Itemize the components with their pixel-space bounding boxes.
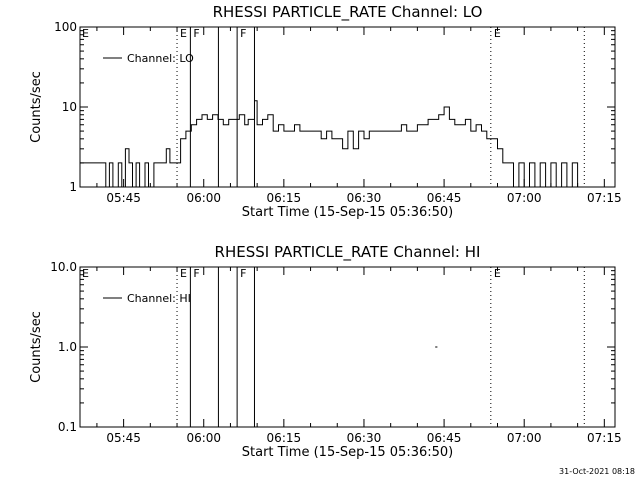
panel-lo: RHESSI PARTICLE_RATE Channel: LO 1 10 100 05… xyxy=(29,3,622,220)
x-tick-label: 06:45 xyxy=(427,191,462,205)
flag-marker-label: F xyxy=(240,267,246,280)
y-tick-label: 10.0 xyxy=(50,260,77,274)
x-axis-label: Start Time (15-Sep-15 05:36:50) xyxy=(242,445,453,460)
x-axis-label: Start Time (15-Sep-15 05:36:50) xyxy=(242,205,453,220)
flag-marker-label: F xyxy=(193,27,199,40)
x-tick-label: 07:15 xyxy=(587,431,622,445)
flag-marker-label: E xyxy=(180,267,187,280)
x-tick-label: 05:45 xyxy=(106,431,141,445)
x-tick-label: 06:15 xyxy=(267,191,302,205)
y-axis-label: Counts/sec xyxy=(29,71,44,143)
legend-label: Channel: LO xyxy=(127,52,194,65)
y-axis-label: Counts/sec xyxy=(29,311,44,383)
flag-marker-label: F xyxy=(193,267,199,280)
flag-marker-label: E xyxy=(494,27,501,40)
chart-title: RHESSI PARTICLE_RATE Channel: HI xyxy=(215,243,481,262)
flag-marker-label: E xyxy=(494,267,501,280)
y-tick-label: 100 xyxy=(54,20,77,34)
y-tick-label: 1 xyxy=(69,180,77,194)
x-tick-label: 05:45 xyxy=(106,191,141,205)
corner-flag-label: E xyxy=(82,267,89,280)
flag-marker-label: E xyxy=(180,27,187,40)
panel-hi: RHESSI PARTICLE_RATE Channel: HI 0.1 1.0 10… xyxy=(29,243,622,460)
footer-timestamp: 31-Oct-2021 08:18 xyxy=(559,467,635,476)
x-tick-label: 06:00 xyxy=(186,431,221,445)
x-tick-label: 06:45 xyxy=(427,431,462,445)
x-tick-label: 06:00 xyxy=(186,191,221,205)
plot-frame xyxy=(79,266,616,428)
y-tick-label: 0.1 xyxy=(58,420,77,434)
x-tick-label: 07:00 xyxy=(507,431,542,445)
chart-title: RHESSI PARTICLE_RATE Channel: LO xyxy=(213,3,483,22)
x-tick-label: 07:00 xyxy=(507,191,542,205)
y-tick-label: 1.0 xyxy=(58,340,77,354)
corner-flag-label: E xyxy=(82,27,89,40)
series-line xyxy=(80,100,583,188)
x-tick-label: 07:15 xyxy=(587,191,622,205)
legend-label: Channel: HI xyxy=(127,292,191,305)
x-tick-label: 06:15 xyxy=(267,431,302,445)
x-tick-label: 06:30 xyxy=(347,191,382,205)
x-tick-label: 06:30 xyxy=(347,431,382,445)
y-tick-label: 10 xyxy=(62,100,77,114)
flag-marker-label: F xyxy=(240,27,246,40)
